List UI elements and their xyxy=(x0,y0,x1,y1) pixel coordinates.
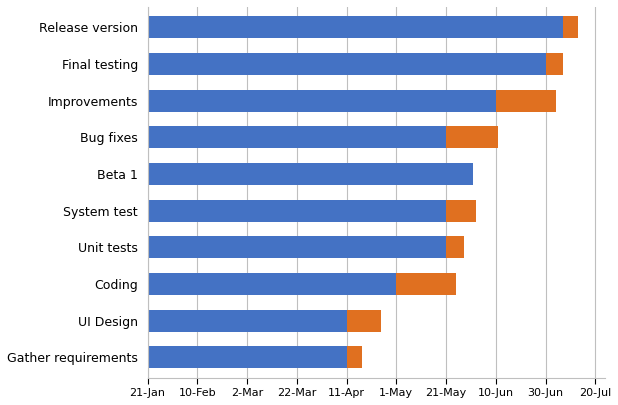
Bar xyxy=(148,126,446,148)
Bar xyxy=(496,90,556,111)
Bar xyxy=(446,126,498,148)
Bar xyxy=(148,200,446,222)
Bar xyxy=(396,273,456,295)
Bar xyxy=(347,346,362,369)
Bar xyxy=(148,16,563,38)
Bar xyxy=(446,237,464,258)
Bar xyxy=(148,163,473,185)
Bar xyxy=(446,200,476,222)
Bar xyxy=(148,346,347,369)
Bar xyxy=(148,310,347,332)
Bar xyxy=(563,16,578,38)
Bar xyxy=(148,90,496,111)
Bar xyxy=(148,273,396,295)
Bar xyxy=(148,53,546,75)
Bar xyxy=(546,53,563,75)
Bar xyxy=(347,310,381,332)
Bar xyxy=(148,237,446,258)
